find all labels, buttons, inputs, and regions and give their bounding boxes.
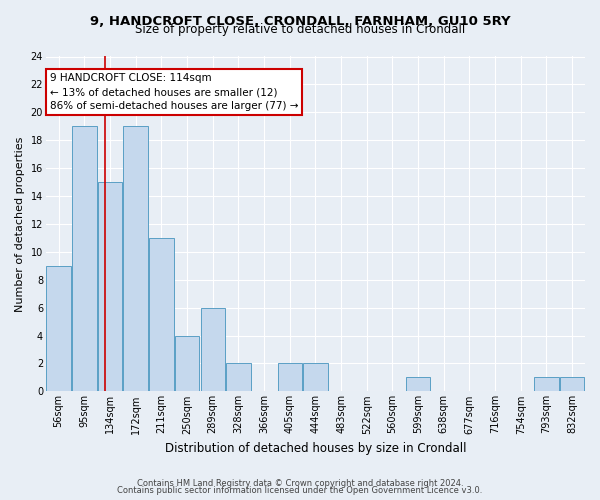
Bar — [303, 364, 328, 392]
Bar — [278, 364, 302, 392]
Text: Contains public sector information licensed under the Open Government Licence v3: Contains public sector information licen… — [118, 486, 482, 495]
Bar — [226, 364, 251, 392]
Bar — [200, 308, 225, 392]
Bar — [46, 266, 71, 392]
Bar — [72, 126, 97, 392]
Bar — [149, 238, 173, 392]
Bar — [534, 378, 559, 392]
Y-axis label: Number of detached properties: Number of detached properties — [15, 136, 25, 312]
Text: 9 HANDCROFT CLOSE: 114sqm
← 13% of detached houses are smaller (12)
86% of semi-: 9 HANDCROFT CLOSE: 114sqm ← 13% of detac… — [50, 73, 298, 111]
Bar — [124, 126, 148, 392]
Bar — [560, 378, 584, 392]
Text: 9, HANDCROFT CLOSE, CRONDALL, FARNHAM, GU10 5RY: 9, HANDCROFT CLOSE, CRONDALL, FARNHAM, G… — [89, 15, 511, 28]
Bar — [98, 182, 122, 392]
Bar — [406, 378, 430, 392]
X-axis label: Distribution of detached houses by size in Crondall: Distribution of detached houses by size … — [164, 442, 466, 455]
Text: Size of property relative to detached houses in Crondall: Size of property relative to detached ho… — [135, 22, 465, 36]
Text: Contains HM Land Registry data © Crown copyright and database right 2024.: Contains HM Land Registry data © Crown c… — [137, 478, 463, 488]
Bar — [175, 336, 199, 392]
